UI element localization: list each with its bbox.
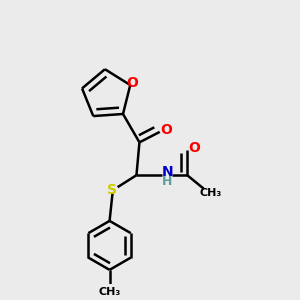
Text: H: H (162, 175, 172, 188)
Text: CH₃: CH₃ (98, 287, 121, 297)
Text: N: N (161, 165, 173, 178)
Text: CH₃: CH₃ (199, 188, 221, 198)
Text: O: O (188, 141, 200, 155)
Text: S: S (107, 183, 117, 197)
Text: O: O (160, 122, 172, 136)
Text: O: O (127, 76, 139, 90)
